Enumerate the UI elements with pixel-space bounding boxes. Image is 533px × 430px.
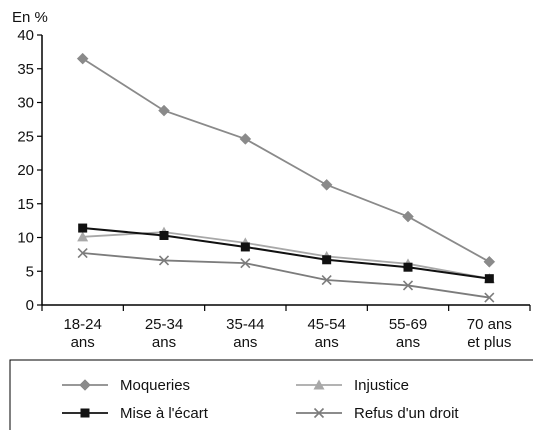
data-point-mise-l-cart <box>322 255 332 265</box>
data-point-moqueries <box>320 178 333 191</box>
x-category-label-line: ans <box>233 334 257 351</box>
plot-area <box>76 52 496 303</box>
y-tick-label: 30 <box>17 95 34 112</box>
x-category-label-line: 25-34 <box>145 316 183 333</box>
legend-item-moqueries: Moqueries <box>62 377 190 394</box>
x-category-label: 25-34 ans <box>145 316 183 351</box>
x-category-label-line: ans <box>152 334 176 351</box>
x-category-label: 55-69 ans <box>389 316 427 351</box>
y-tick-label: 40 <box>17 27 34 44</box>
series-line-mise-l-cart <box>82 227 490 280</box>
y-unit-label: En % <box>12 9 48 26</box>
data-point-mise-l-cart <box>403 262 413 272</box>
y-tick-label: 10 <box>17 230 34 247</box>
data-point-mise-l-cart <box>159 230 169 240</box>
series-line-moqueries <box>82 57 490 263</box>
x-category-label-line: et plus <box>467 334 511 351</box>
y-tick-label: 20 <box>17 162 34 179</box>
data-point-refus-d-un-droit <box>158 255 170 266</box>
x-category-label-line: 18-24 <box>63 316 101 333</box>
x-category-label-line: ans <box>396 334 420 351</box>
x-category-label-line: 45-54 <box>307 316 345 333</box>
x-category-label-line: 70 ans <box>467 316 512 333</box>
y-tick-label: 15 <box>17 196 34 213</box>
legend-label: Moqueries <box>120 377 190 394</box>
legend-item-mise-l-cart: Mise à l'écart <box>62 405 209 422</box>
data-point-mise-l-cart <box>78 223 88 233</box>
x-category-label: 70 ans et plus <box>467 316 512 351</box>
series-moqueries <box>76 52 496 268</box>
x-category-label-line: 55-69 <box>389 316 427 333</box>
series-line-injustice <box>82 231 490 280</box>
legend-marker-mise-l-cart <box>80 408 90 418</box>
legend-item-refus-d-un-droit: Refus d'un droit <box>296 405 459 422</box>
series-line-refus-d-un-droit <box>82 252 490 299</box>
data-point-refus-d-un-droit <box>402 280 414 291</box>
legend: Moqueries Mise à l'écart Injustice Refus d'… <box>9 359 533 430</box>
x-category-label-line: ans <box>315 334 339 351</box>
legend-label: Mise à l'écart <box>120 405 209 422</box>
y-tick-label: 35 <box>17 61 34 78</box>
legend-label: Refus d'un droit <box>354 405 459 422</box>
legend-item-injustice: Injustice <box>296 377 409 394</box>
series-mise-l-cart <box>78 223 494 284</box>
data-point-moqueries <box>402 210 414 223</box>
series-injustice <box>77 226 495 284</box>
y-tick-label: 5 <box>26 263 34 280</box>
data-point-refus-d-un-droit <box>240 258 251 269</box>
data-point-mise-l-cart <box>240 242 250 252</box>
data-point-moqueries <box>158 104 170 117</box>
x-category-label-line: 35-44 <box>226 316 264 333</box>
data-point-moqueries <box>483 255 496 268</box>
legend-box <box>9 359 533 430</box>
legend-marker-refus-d-un-droit <box>313 407 325 419</box>
x-category-label: 18-24 ans <box>63 316 101 351</box>
legend-label: Injustice <box>354 377 409 394</box>
y-tick-label: 0 <box>26 297 34 314</box>
data-point-moqueries <box>76 52 89 65</box>
y-tick-label: 25 <box>17 128 34 145</box>
x-category-label: 35-44 ans <box>226 316 264 351</box>
data-point-refus-d-un-droit <box>321 274 332 286</box>
series-refus-d-un-droit <box>77 247 495 303</box>
data-point-refus-d-un-droit <box>484 292 495 303</box>
data-point-moqueries <box>239 133 252 145</box>
data-point-mise-l-cart <box>484 274 494 284</box>
data-point-injustice <box>77 231 89 242</box>
data-point-refus-d-un-droit <box>77 247 88 259</box>
x-category-label-line: ans <box>71 334 95 351</box>
x-category-label: 45-54 ans <box>307 316 345 351</box>
legend-marker-injustice <box>313 379 325 390</box>
legend-marker-moqueries <box>79 379 91 391</box>
